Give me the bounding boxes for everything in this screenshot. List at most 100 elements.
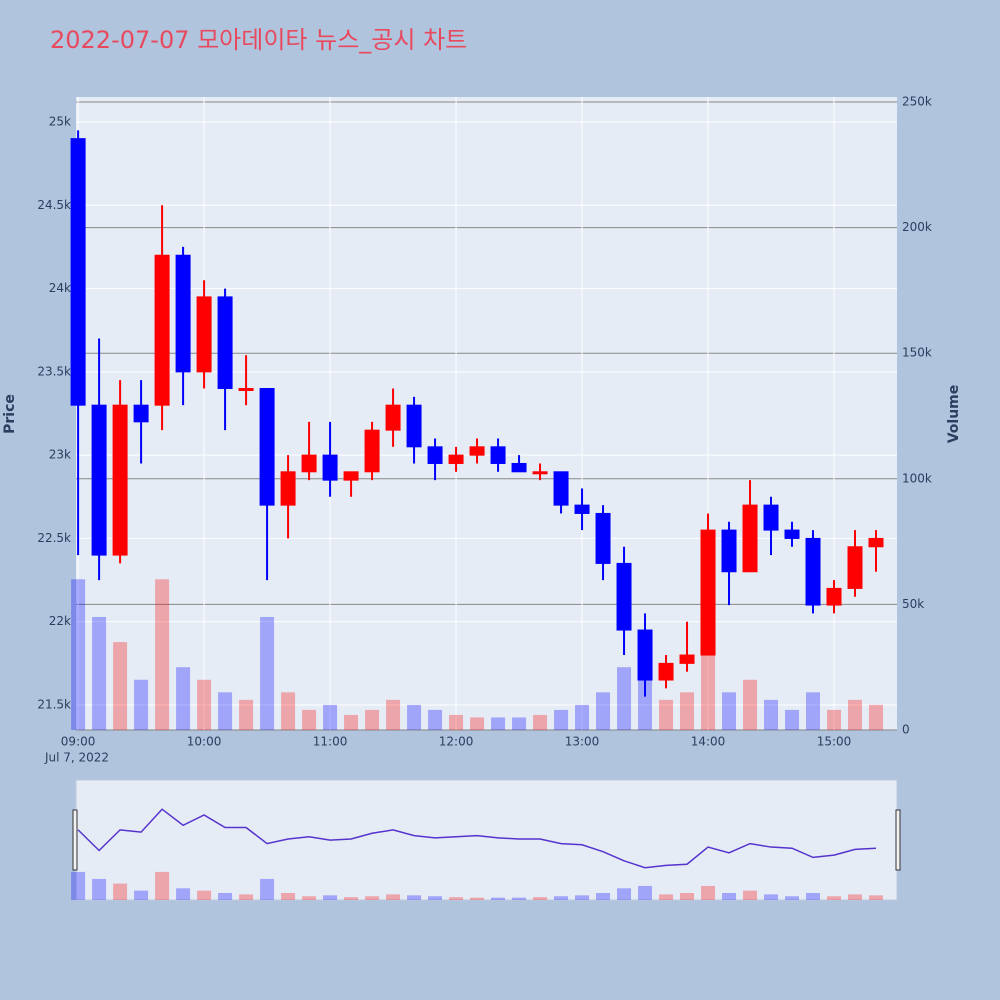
- candle-body: [511, 462, 527, 473]
- volume-bar: [869, 704, 884, 730]
- candle-body: [763, 504, 779, 531]
- slider-volume-bar: [449, 897, 464, 900]
- candle-body: [427, 446, 443, 464]
- candle-body: [679, 654, 695, 664]
- volume-bar: [827, 709, 842, 730]
- x-tick-label: 09:00: [61, 735, 96, 749]
- slider-volume-bar: [323, 895, 338, 900]
- slider-volume-bar: [386, 894, 401, 900]
- slider-price-line: [77, 808, 877, 869]
- volume-bar: [344, 714, 359, 730]
- volume-bar: [71, 579, 86, 730]
- volume-bar: [239, 699, 254, 730]
- candle-body: [196, 296, 212, 373]
- candle-body: [175, 254, 191, 373]
- volume-bar: [659, 699, 674, 730]
- volume-bar: [176, 667, 191, 730]
- slider-volume-bar: [281, 892, 296, 900]
- candle-body: [721, 529, 737, 573]
- candle-body: [364, 429, 380, 473]
- volume-bar: [701, 654, 716, 730]
- volume-bar: [596, 692, 611, 730]
- volume-bar: [848, 699, 863, 730]
- range-slider: [75, 779, 898, 901]
- x-date-label: Jul 7, 2022: [44, 751, 109, 765]
- candle-body: [301, 454, 317, 473]
- volume-bar: [491, 717, 506, 730]
- candle-body: [805, 537, 821, 606]
- slider-volume-bar: [554, 896, 569, 900]
- candle-body: [154, 254, 170, 406]
- slider-volume-bar: [848, 894, 863, 900]
- slider-volume-bar: [659, 894, 674, 900]
- slider-volume-bar: [701, 885, 716, 900]
- slider-volume-bar: [428, 896, 443, 900]
- candle-body: [70, 138, 86, 406]
- y2-tick-label: 50k: [902, 597, 924, 611]
- candle-body: [91, 404, 107, 556]
- candle-body: [868, 537, 884, 548]
- slider-volume-bar: [260, 878, 275, 900]
- slider-volume-bar: [92, 878, 107, 900]
- volume-bar: [617, 667, 632, 730]
- slider-volume-bar: [344, 897, 359, 900]
- volume-bar: [554, 709, 569, 730]
- slider-volume-bar: [680, 892, 695, 900]
- x-tick-label: 10:00: [187, 735, 222, 749]
- volume-bar: [512, 717, 527, 730]
- volume-bar: [470, 717, 485, 730]
- slider-volume-bar: [302, 896, 317, 900]
- slider-handle[interactable]: [895, 809, 901, 871]
- x-tick-label: 14:00: [691, 735, 726, 749]
- candle-body: [343, 471, 359, 481]
- slider-volume-bar: [197, 890, 212, 900]
- y-tick-label: 21.5k: [37, 698, 71, 712]
- y-tick-label: 23.5k: [37, 364, 71, 378]
- candle-body: [700, 529, 716, 656]
- volume-bar: [155, 579, 170, 730]
- slider-volume-bar: [617, 888, 632, 900]
- volume-bar: [218, 692, 233, 730]
- slider-volume-bar: [575, 895, 590, 900]
- volume-bar: [449, 714, 464, 730]
- volume-bar: [722, 692, 737, 730]
- volume-bar: [302, 709, 317, 730]
- slider-volume-bar: [785, 896, 800, 900]
- slider-volume-bar: [806, 892, 821, 900]
- slider-volume-bar: [365, 896, 380, 900]
- slider-volume-bar: [533, 897, 548, 900]
- slider-volume-bar: [218, 892, 233, 900]
- slider-handle[interactable]: [72, 809, 78, 871]
- volume-bar: [743, 679, 758, 730]
- candle-body: [532, 471, 548, 475]
- candle-body: [406, 404, 422, 448]
- plot-area: [76, 97, 897, 730]
- x-tick-label: 11:00: [313, 735, 348, 749]
- candle-body: [784, 529, 800, 539]
- y2-tick-label: 0: [902, 723, 910, 737]
- slider-volume-bar: [470, 897, 485, 900]
- slider-volume-bar: [764, 894, 779, 900]
- volume-bar: [533, 714, 548, 730]
- candle-body: [448, 454, 464, 464]
- chart-title: 2022-07-07 모아데이타 뉴스_공시 차트: [50, 26, 467, 54]
- volume-bar: [680, 692, 695, 730]
- y2-tick-label: 250k: [902, 95, 932, 109]
- candle-body: [616, 562, 632, 631]
- candle-body: [238, 388, 254, 392]
- candle-body: [574, 504, 590, 514]
- candle-body: [280, 471, 296, 506]
- slider-volume-bar: [239, 894, 254, 900]
- volume-bar: [806, 692, 821, 730]
- slider-volume-bar: [155, 871, 170, 900]
- y2-tick-label: 100k: [902, 471, 932, 485]
- slider-volume-bar: [176, 888, 191, 900]
- y-tick-label: 22.5k: [37, 531, 71, 545]
- slider-volume-bar: [134, 890, 149, 900]
- slider-volume-bar: [722, 892, 737, 900]
- slider-volume-bar: [407, 895, 422, 900]
- slider-volume-bar: [113, 883, 128, 900]
- candle-body: [742, 504, 758, 573]
- volume-bar: [365, 709, 380, 730]
- slider-volume-bar: [743, 890, 758, 900]
